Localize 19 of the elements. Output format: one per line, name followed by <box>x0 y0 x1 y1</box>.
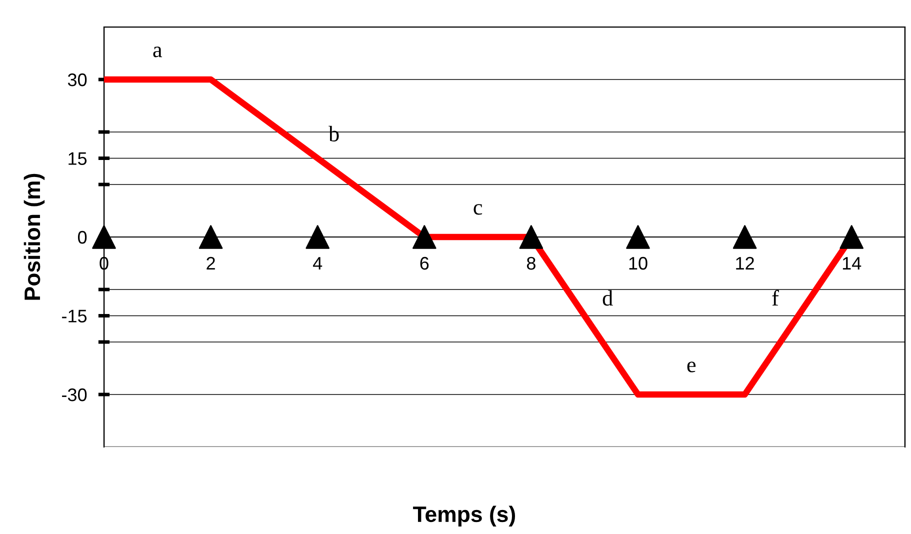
x-tick-label: 6 <box>420 256 429 270</box>
y-tick-label: 15 <box>68 152 87 165</box>
y-tick-label: -15 <box>62 310 87 322</box>
x-axis-title: Temps (s) <box>413 506 516 527</box>
y-tick-label: 0 <box>78 230 87 244</box>
x-tick-label: 10 <box>629 256 648 270</box>
x-tick-label: 4 <box>312 257 322 270</box>
y-tick-label: -30 <box>62 388 87 402</box>
annotation: d <box>602 290 613 306</box>
x-tick-label: 12 <box>736 256 754 270</box>
y-axis-title: Position (m) <box>24 174 45 300</box>
annotation: f <box>772 290 779 306</box>
x-tick-label: 2 <box>206 256 215 270</box>
annotation: e <box>687 362 696 372</box>
annotation: c <box>474 204 482 215</box>
x-tick-label: 14 <box>842 257 862 270</box>
x-tick-label: 8 <box>526 256 536 270</box>
annotation: a <box>153 46 162 58</box>
y-tick-label: 30 <box>68 73 87 86</box>
